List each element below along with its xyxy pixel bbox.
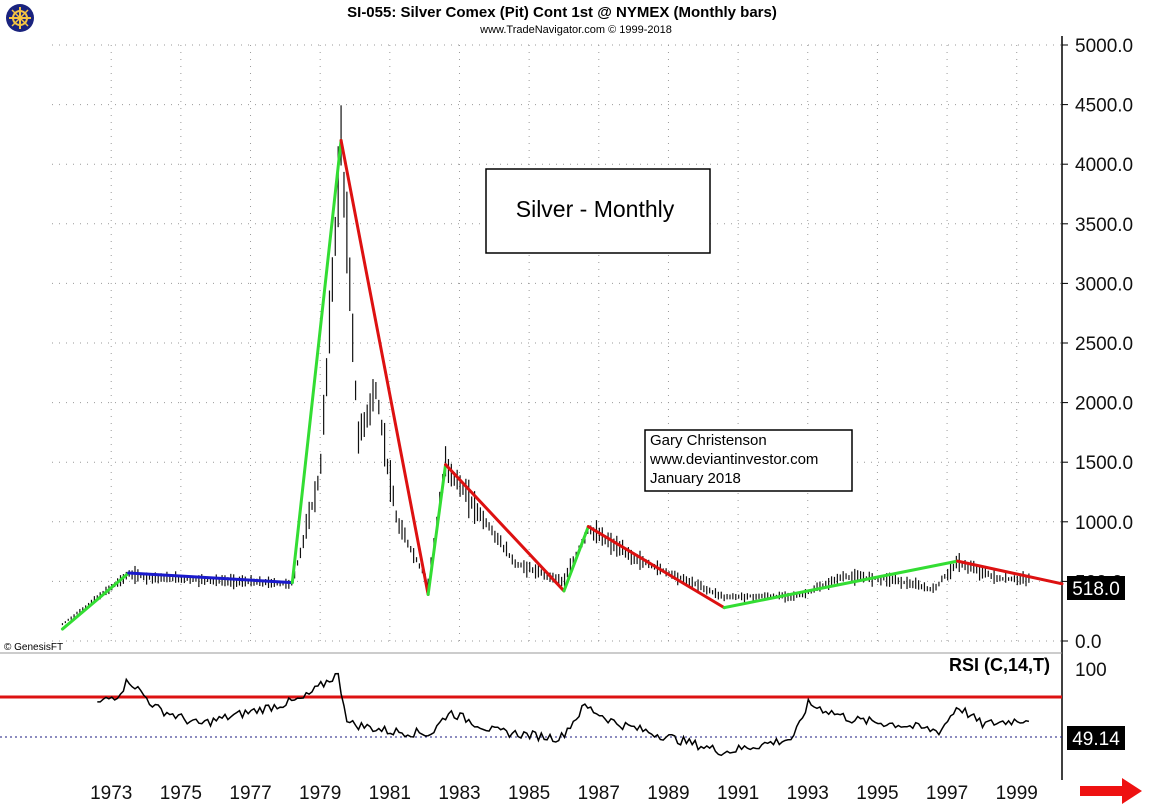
year-tick-label: 1993 (787, 783, 829, 804)
rsi-panel: RSI (C,14,T) 100 49.14 (0, 655, 1125, 757)
year-tick-label: 1999 (996, 783, 1038, 804)
silver-monthly-label: Silver - Monthly (516, 196, 675, 222)
trend-line-green (562, 525, 590, 593)
last-rsi-value: 49.14 (1072, 729, 1120, 750)
year-tick-label: 1977 (229, 783, 271, 804)
price-tick-label: 2500.0 (1075, 334, 1133, 355)
price-tick-label: 1000.0 (1075, 513, 1133, 534)
year-tick-label: 1973 (90, 783, 132, 804)
trend-line-red (339, 138, 430, 597)
author-box: Gary Christenson www.deviantinvestor.com… (644, 429, 853, 492)
chart-title: SI-055: Silver Comex (Pit) Cont 1st @ NY… (347, 4, 777, 21)
price-tick-label: 3500.0 (1075, 215, 1133, 236)
price-tick-label: 4000.0 (1075, 155, 1133, 176)
trend-line-green (60, 571, 131, 631)
chart-subtitle: www.TradeNavigator.com © 1999-2018 (479, 24, 672, 36)
year-tick-label: 1997 (926, 783, 968, 804)
trend-line-red (444, 463, 566, 593)
silver-monthly-box: Silver - Monthly (485, 168, 711, 254)
trend-line-blue (127, 571, 294, 585)
rsi-tick-100: 100 (1075, 660, 1107, 681)
author-name: Gary Christenson (650, 432, 767, 449)
year-tick-label: 1983 (438, 783, 480, 804)
rsi-series (97, 672, 1030, 757)
year-tick-label: 1989 (647, 783, 689, 804)
rsi-line (97, 672, 1030, 757)
horizontal-gridlines (52, 44, 1062, 642)
author-website: www.deviantinvestor.com (649, 451, 818, 468)
trend-line-red (586, 525, 726, 610)
scroll-right-arrow-icon[interactable] (1080, 778, 1142, 804)
ship-wheel-icon (6, 4, 34, 32)
last-price-value: 518.0 (1072, 579, 1120, 600)
trend-line-green (426, 463, 448, 597)
price-tick-label: 4500.0 (1075, 96, 1133, 117)
author-date: January 2018 (650, 470, 741, 487)
copyright-label: © GenesisFT (4, 642, 63, 653)
year-tick-label: 1995 (856, 783, 898, 804)
price-axis: 5000.0 4500.0 4000.0 3500.0 3000.0 2500.0 2000… (1062, 36, 1133, 653)
price-tick-label: 0.0 (1075, 632, 1101, 653)
trend-line-red (956, 559, 1064, 586)
rsi-title: RSI (C,14,T) (949, 655, 1050, 675)
year-axis: 1973 1975 1977 1979 1981 1983 1985 1987 1989 1991… (90, 783, 1038, 804)
year-tick-label: 1979 (299, 783, 341, 804)
price-tick-label: 5000.0 (1075, 36, 1133, 57)
trend-line-green (290, 138, 343, 585)
trend-lines (60, 138, 1064, 631)
year-tick-label: 1985 (508, 783, 550, 804)
trend-line-green (722, 559, 960, 610)
year-tick-label: 1981 (369, 783, 411, 804)
last-rsi-badge: 49.14 (1067, 726, 1125, 750)
price-panel: 5000.0 4500.0 4000.0 3500.0 3000.0 2500.0 2000… (0, 36, 1133, 780)
year-tick-label: 1991 (717, 783, 759, 804)
last-price-badge: 518.0 (1067, 576, 1125, 600)
price-tick-label: 3000.0 (1075, 274, 1133, 295)
year-tick-label: 1987 (578, 783, 620, 804)
price-tick-label: 2000.0 (1075, 394, 1133, 415)
price-tick-label: 1500.0 (1075, 453, 1133, 474)
year-tick-label: 1975 (160, 783, 202, 804)
